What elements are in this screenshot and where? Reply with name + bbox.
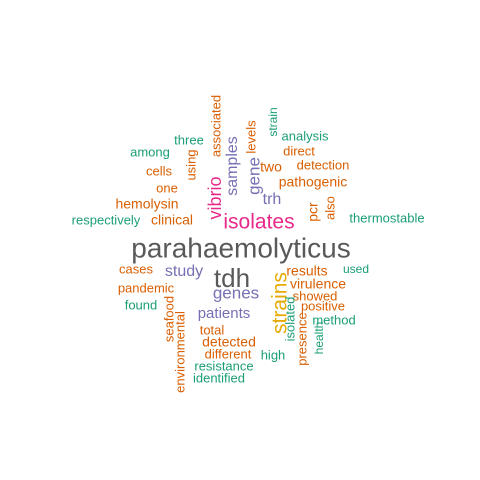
word-cases: cases: [119, 261, 153, 276]
word-pcr: pcr: [305, 202, 321, 222]
word-virulence: virulence: [290, 276, 346, 292]
word-direct: direct: [283, 143, 315, 158]
word-cells: cells: [146, 163, 173, 178]
word-three: three: [174, 132, 204, 147]
word-trh: trh: [263, 191, 282, 208]
word-parahaemolyticus: parahaemolyticus: [131, 232, 350, 263]
word-found: found: [125, 297, 158, 312]
word-detection: detection: [297, 157, 350, 172]
word-isolated: isolated: [282, 297, 297, 342]
word-total: total: [200, 322, 225, 337]
word-samples: samples: [224, 136, 241, 196]
word-pathogenic: pathogenic: [279, 174, 348, 190]
word-also: also: [322, 196, 337, 220]
word-different: different: [205, 346, 252, 361]
word-detected: detected: [202, 334, 256, 350]
word-levels: levels: [243, 120, 258, 154]
word-high: high: [261, 347, 286, 362]
word-genes: genes: [213, 283, 259, 302]
word-environmental: environmental: [172, 311, 187, 393]
word-study: study: [165, 263, 203, 280]
word-using: using: [183, 149, 198, 180]
word-used: used: [343, 262, 369, 276]
word-health: health: [312, 322, 326, 355]
word-respectively: respectively: [72, 212, 141, 227]
word-two: two: [260, 159, 282, 175]
word-vibrio: vibrio: [205, 176, 225, 219]
word-identified: identified: [193, 370, 245, 385]
word-presence: presence: [294, 312, 309, 365]
word-patients: patients: [198, 305, 251, 322]
word-gene: gene: [244, 157, 263, 195]
word-results: results: [286, 263, 327, 279]
word-associated: associated: [208, 95, 223, 157]
word-analysis: analysis: [282, 128, 329, 143]
word-tdh: tdh: [214, 263, 250, 293]
word-strain: strain: [266, 107, 280, 136]
word-showed: showed: [293, 288, 338, 303]
word-method: method: [312, 312, 355, 327]
word-isolates: isolates: [223, 211, 294, 234]
word-resistance: resistance: [194, 358, 253, 373]
word-seafood: seafood: [161, 296, 176, 342]
word-clinical: clinical: [151, 212, 193, 228]
word-hemolysin: hemolysin: [115, 196, 178, 212]
word-one: one: [156, 180, 178, 195]
word-among: among: [130, 144, 170, 159]
word-thermostable: thermostable: [349, 210, 424, 225]
word-positive: positive: [301, 298, 345, 313]
word-pandemic: pandemic: [118, 280, 175, 295]
word-strains: strains: [269, 272, 292, 334]
